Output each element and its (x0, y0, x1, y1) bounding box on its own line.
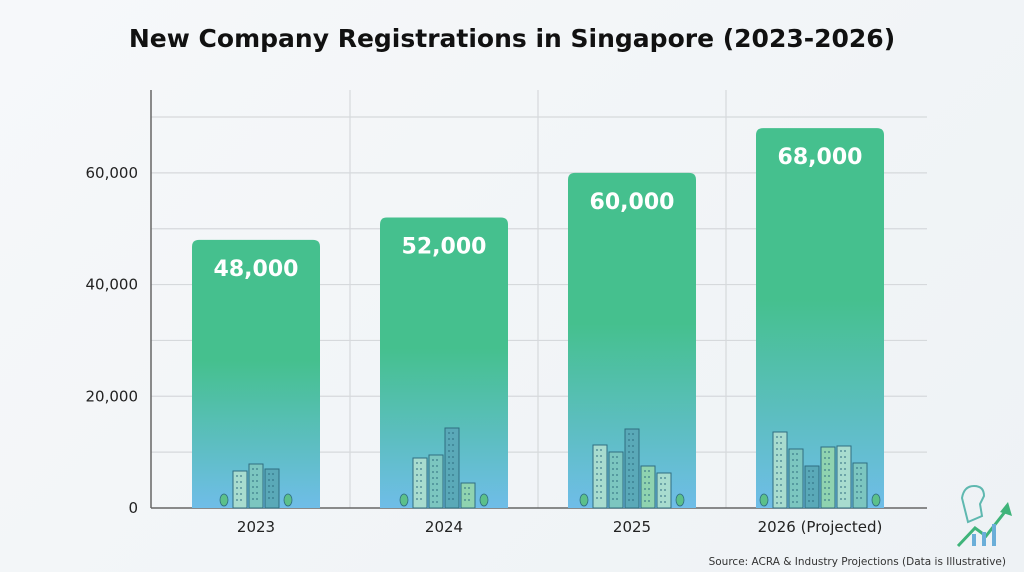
x-tick-label: 2025 (613, 518, 651, 536)
building (460, 482, 476, 509)
building (772, 431, 788, 509)
building (412, 457, 428, 509)
tree-icon (579, 493, 589, 507)
y-tick-label: 60,000 (86, 164, 139, 182)
x-tick-label: 2023 (237, 518, 275, 536)
building (232, 470, 248, 509)
source-note: Source: ACRA & Industry Projections (Dat… (708, 556, 1006, 568)
tree-icon (871, 493, 881, 507)
building (248, 463, 264, 509)
building (608, 451, 624, 509)
x-tick-label: 2026 (Projected) (758, 518, 883, 536)
data-label: 68,000 (778, 145, 863, 170)
data-label: 60,000 (590, 190, 675, 215)
building (428, 454, 444, 509)
city-buildings-icon (579, 428, 685, 509)
bar (568, 172, 696, 508)
chart-title: New Company Registrations in Singapore (… (128, 24, 896, 53)
tree-icon (219, 493, 229, 507)
tree-icon (479, 493, 489, 507)
tree-icon (675, 493, 685, 507)
building (444, 427, 460, 509)
data-label: 48,000 (214, 257, 299, 282)
building (804, 465, 820, 509)
tree-icon (283, 493, 293, 507)
building (624, 428, 640, 509)
city-buildings-icon (759, 431, 881, 509)
data-label: 52,000 (402, 235, 487, 260)
building (820, 446, 836, 509)
tree-icon (399, 493, 409, 507)
tree-icon (759, 493, 769, 507)
building (264, 468, 280, 509)
building (640, 465, 656, 509)
bar (192, 239, 320, 508)
bar (380, 217, 508, 509)
x-tick-label: 2024 (425, 518, 463, 536)
city-buildings-icon (219, 463, 293, 509)
y-tick-label: 0 (128, 499, 138, 517)
building (592, 444, 608, 509)
y-tick-label: 40,000 (86, 276, 139, 294)
bar (756, 128, 884, 508)
city-buildings-icon (399, 427, 489, 509)
y-tick-label: 20,000 (86, 387, 139, 405)
